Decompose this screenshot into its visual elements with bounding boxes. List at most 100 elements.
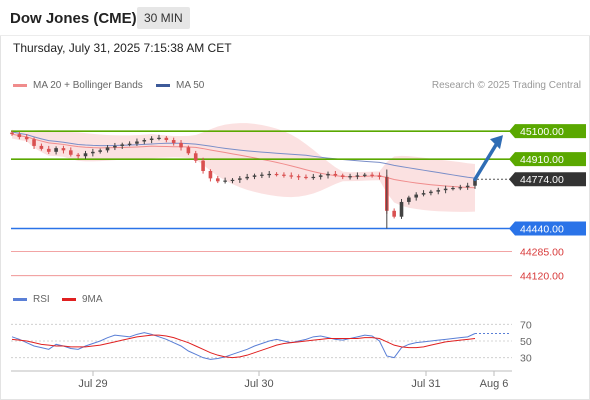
projection-arrow-shaft [473, 141, 499, 181]
candle-body [245, 176, 249, 179]
candle-body [91, 151, 95, 154]
candle-body [105, 147, 110, 151]
candle-body [215, 178, 220, 182]
level-tag-text-44440.00: 44440.00 [520, 223, 564, 235]
chart-header: Dow Jones (CME) 30 MIN [0, 0, 590, 36]
legend-ma20-label: MA 20 + Bollinger Bands [33, 80, 143, 91]
candle-body [24, 137, 29, 140]
candle-body [333, 173, 338, 176]
level-tag-44440.00 [509, 221, 586, 236]
candle-body [348, 176, 352, 178]
candle-body [113, 145, 117, 148]
candle-body [201, 160, 205, 171]
legend-rsi-ma-label: 9MA [82, 294, 103, 305]
time-tick-label: Jul 31 [411, 378, 440, 390]
legend-rsi-ma: 9MA [62, 294, 103, 305]
candle-body [179, 142, 183, 148]
candle-body [451, 187, 455, 190]
legend-ma50-label: MA 50 [176, 80, 205, 91]
candle-body [267, 173, 272, 176]
candle-body [164, 137, 169, 141]
candle-body [252, 175, 257, 177]
candle-body [120, 144, 125, 146]
ma20-line [11, 133, 476, 189]
rsi-tick-label-70: 70 [520, 319, 532, 331]
research-credit: Research © 2025 Trading Central [431, 80, 581, 91]
rsi-tick-label-50: 50 [520, 336, 532, 348]
candle-body [274, 173, 279, 176]
candle-body [135, 141, 139, 144]
candle-body [443, 188, 448, 191]
timestamp: Thursday, July 31, 2025 7:15:38 AM CET [13, 41, 232, 55]
time-tick-label: Jul 29 [78, 378, 107, 390]
candle-body [407, 197, 411, 202]
level-tag-text-45100.00: 45100.00 [520, 126, 564, 138]
candle-body [355, 175, 360, 177]
level-tag-text-44910.00: 44910.00 [520, 154, 564, 166]
candle-body [10, 132, 14, 135]
candle-body [17, 134, 22, 138]
rsi-swatch [13, 298, 27, 301]
candle-body [98, 150, 102, 152]
candle-body [465, 185, 470, 188]
candle-body [39, 145, 44, 149]
candle-body [289, 175, 294, 177]
candle-body [32, 139, 36, 146]
candle-body [171, 140, 176, 143]
candle-body [414, 194, 419, 198]
candle-body [186, 147, 191, 154]
time-tick-label: Jul 30 [244, 378, 273, 390]
legend-rsi: RSI [13, 294, 50, 305]
projection-arrow-head [490, 135, 503, 150]
candle-body [54, 148, 58, 152]
candle-body [429, 191, 433, 194]
rsi-ma-swatch [62, 298, 76, 301]
legend-ma20: MA 20 + Bollinger Bands [13, 80, 143, 91]
candle-body [76, 154, 80, 157]
candle-body [377, 175, 382, 177]
candle-body [260, 174, 264, 176]
candle-body [340, 175, 345, 177]
candle-body [296, 176, 301, 178]
level-tag-text-44774.00: 44774.00 [520, 174, 564, 186]
candle-body [392, 210, 396, 217]
candle-body [473, 179, 477, 186]
candle-body [370, 174, 374, 176]
level-tag-44774.00 [509, 172, 586, 187]
ma50-swatch [156, 84, 170, 87]
candle-body [127, 143, 132, 145]
candle-body [223, 180, 227, 182]
candle-body [238, 178, 242, 180]
level-label-44285.00: 44285.00 [520, 246, 564, 258]
ma20-swatch [13, 84, 27, 87]
candle-body [208, 170, 213, 179]
legend-rsi-label: RSI [33, 294, 50, 305]
rsi-tick-label-30: 30 [520, 353, 532, 365]
rsi-ma-line [11, 334, 476, 359]
candle-body [230, 179, 235, 182]
candle-body [436, 190, 441, 192]
ma50-line [11, 131, 476, 179]
candle-body [304, 176, 308, 179]
candle-body [61, 148, 66, 151]
candle-body [149, 138, 154, 141]
time-tick-label: Aug 6 [480, 378, 509, 390]
level-tag-44910.00 [509, 152, 586, 167]
candle-body [157, 137, 161, 140]
candle-body [318, 175, 323, 177]
level-tag-45100.00 [509, 124, 586, 139]
candle-body [421, 193, 426, 195]
rsi-line [11, 332, 476, 360]
candle-body [46, 148, 51, 152]
candle-body [362, 174, 367, 176]
candle-body [326, 173, 330, 176]
candle-body [193, 153, 198, 161]
level-label-44120.00: 44120.00 [520, 271, 564, 283]
legend-ma50: MA 50 [156, 80, 204, 91]
candle-body [458, 187, 463, 189]
candle-body [68, 150, 73, 155]
candle-body [282, 174, 286, 176]
interval-button[interactable]: 30 MIN [137, 7, 190, 29]
candle-body [83, 153, 88, 157]
